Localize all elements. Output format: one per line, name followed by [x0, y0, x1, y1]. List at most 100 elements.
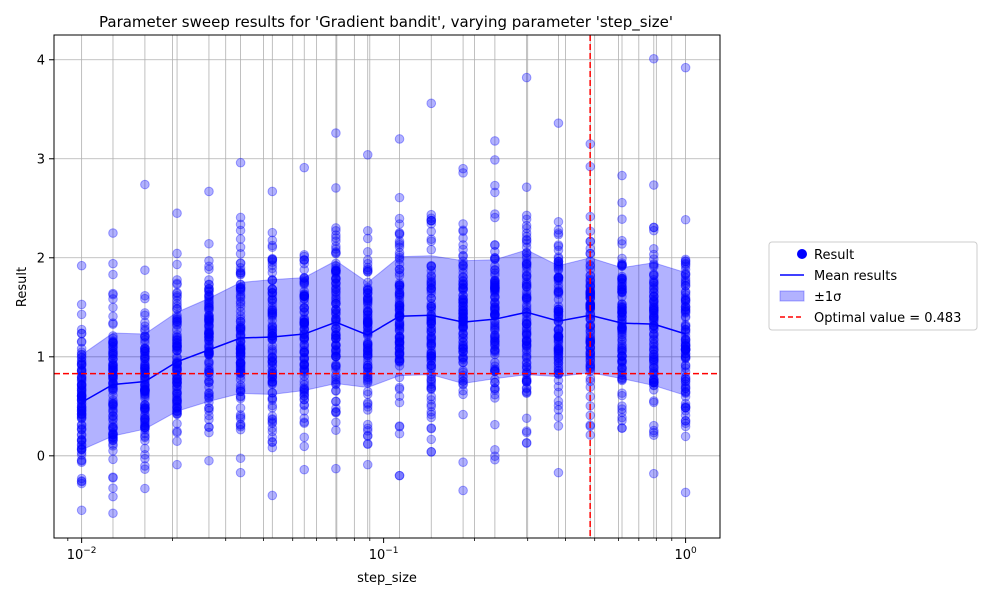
- result-point: [76, 409, 87, 419]
- result-point: [394, 356, 405, 366]
- result-point: [267, 490, 278, 501]
- result-point: [458, 376, 468, 387]
- result-point: [490, 280, 500, 291]
- result-point: [394, 349, 405, 360]
- result-point: [108, 432, 118, 443]
- legend-box: [768, 241, 978, 331]
- result-point: [426, 209, 437, 220]
- result-point: [172, 409, 182, 419]
- result-point: [204, 291, 214, 302]
- result-point: [458, 244, 468, 255]
- result-point: [108, 342, 118, 353]
- result-point: [426, 280, 437, 291]
- result-point: [235, 374, 246, 385]
- result-point: [235, 453, 246, 464]
- result-point: [617, 170, 627, 181]
- result-point: [649, 312, 659, 323]
- result-point: [617, 278, 627, 289]
- result-point: [331, 233, 341, 243]
- result-point: [267, 307, 278, 317]
- result-point: [235, 316, 246, 327]
- result-point: [490, 302, 500, 312]
- result-point: [680, 261, 691, 272]
- result-point: [172, 402, 182, 413]
- result-point: [172, 378, 182, 389]
- result-point: [362, 318, 373, 329]
- result-point: [521, 277, 532, 288]
- result-point: [331, 265, 341, 276]
- result-point: [331, 286, 341, 297]
- result-point: [76, 390, 87, 401]
- result-point: [521, 426, 532, 436]
- result-point: [172, 409, 182, 420]
- result-point: [553, 118, 564, 128]
- result-point: [267, 284, 278, 294]
- result-point: [394, 384, 405, 394]
- result-point: [140, 343, 150, 353]
- result-point: [394, 318, 405, 328]
- result-point: [140, 367, 150, 378]
- result-point: [553, 285, 564, 296]
- result-point: [617, 304, 627, 315]
- result-point: [76, 413, 87, 424]
- result-point: [680, 410, 691, 421]
- result-point: [362, 310, 373, 320]
- result-point: [521, 274, 532, 284]
- result-point: [172, 373, 182, 384]
- result-point: [426, 423, 437, 433]
- result-point: [490, 246, 500, 257]
- result-point: [617, 273, 627, 284]
- result-point: [649, 380, 659, 390]
- result-point: [299, 317, 310, 327]
- result-point: [204, 279, 214, 290]
- result-point: [267, 287, 278, 298]
- result-point: [458, 297, 468, 308]
- result-point: [490, 383, 500, 394]
- result-point: [235, 403, 246, 413]
- result-point: [617, 312, 627, 322]
- result-point: [331, 351, 341, 362]
- result-point: [680, 268, 691, 279]
- result-point: [267, 235, 278, 246]
- result-point: [299, 291, 310, 301]
- result-point: [458, 313, 468, 324]
- result-point: [617, 286, 627, 297]
- result-point: [490, 377, 500, 388]
- result-point: [267, 295, 278, 305]
- result-point: [394, 303, 405, 313]
- result-point: [331, 379, 341, 390]
- result-point: [458, 322, 468, 333]
- result-point: [331, 331, 341, 341]
- result-point: [140, 420, 150, 431]
- result-point: [553, 332, 564, 342]
- result-point: [649, 430, 659, 441]
- result-point: [76, 444, 87, 454]
- result-point: [458, 485, 468, 496]
- result-point: [172, 312, 182, 323]
- result-point: [553, 351, 564, 362]
- result-point: [108, 365, 118, 376]
- result-point: [680, 431, 691, 442]
- result-point: [394, 278, 405, 288]
- result-point: [521, 375, 532, 385]
- result-point: [235, 467, 246, 478]
- result-point: [140, 353, 150, 364]
- result-point: [76, 411, 87, 421]
- result-point: [490, 187, 500, 198]
- result-point: [76, 409, 87, 419]
- result-point: [76, 388, 87, 398]
- result-point: [76, 408, 87, 419]
- result-point: [617, 307, 627, 318]
- result-point: [299, 394, 310, 405]
- result-point: [680, 403, 691, 413]
- result-point: [267, 330, 278, 341]
- result-point: [299, 359, 310, 370]
- result-point: [521, 259, 532, 269]
- result-point: [267, 288, 278, 298]
- result-point: [458, 380, 468, 390]
- result-point: [362, 298, 373, 308]
- result-point: [394, 252, 405, 263]
- result-point: [426, 236, 437, 247]
- result-point: [76, 391, 87, 402]
- result-point: [680, 421, 691, 432]
